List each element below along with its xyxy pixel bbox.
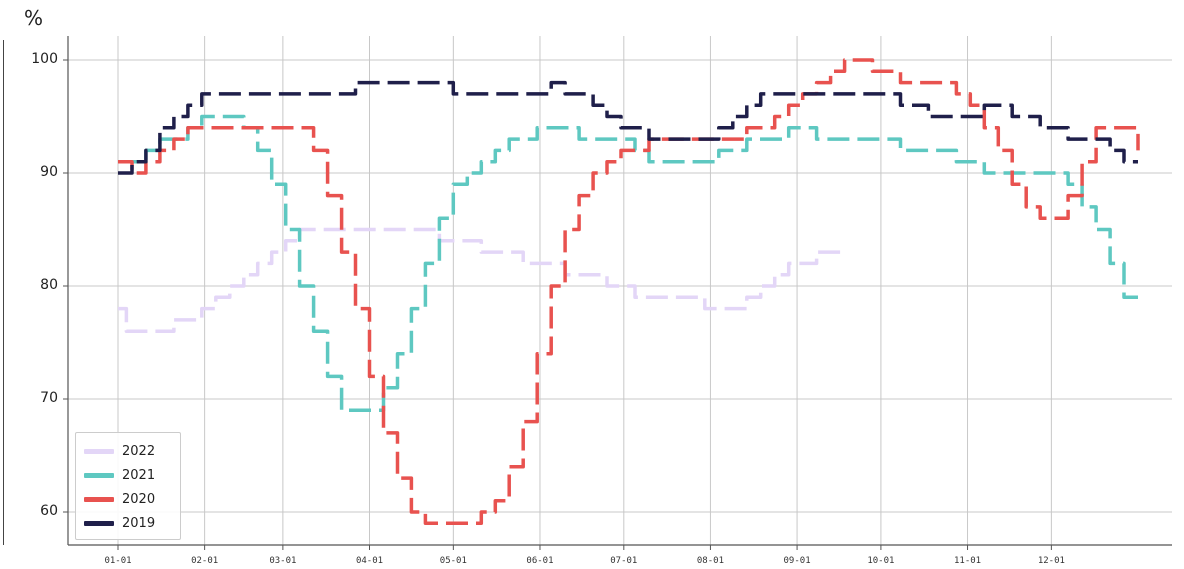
- y-tick-label: 60: [40, 503, 58, 519]
- legend-label: 2021: [122, 467, 156, 483]
- legend-label: 2019: [122, 515, 156, 531]
- x-tick-label: 09-01: [783, 556, 811, 566]
- legend-item-2019: 2019: [84, 511, 172, 535]
- series-line-2021: [118, 114, 1138, 413]
- series-line-2019: [118, 80, 1138, 175]
- legend-swatch: [84, 472, 114, 478]
- x-tick-label: 08-01: [696, 556, 724, 566]
- y-axis-unit-label: %: [24, 6, 44, 30]
- x-tick-label: 06-01: [526, 556, 554, 566]
- x-tick-label: 07-01: [610, 556, 638, 566]
- x-tick-label: 02-01: [191, 556, 219, 566]
- legend-item-2021: 2021: [84, 463, 172, 487]
- x-tick-label: 10-01: [867, 556, 895, 566]
- x-tick-label: 04-01: [355, 556, 384, 566]
- x-tick-label: 03-01: [269, 556, 297, 566]
- legend-item-2020: 2020: [84, 487, 172, 511]
- series-line-2022: [118, 227, 845, 333]
- x-tick-label: 05-01: [439, 556, 467, 566]
- legend-item-2022: 2022: [84, 439, 172, 463]
- y-tick-label: 80: [40, 277, 58, 293]
- left-edge-rule: [3, 40, 4, 545]
- x-tick-label: 12-01: [1037, 556, 1065, 566]
- legend-swatch: [84, 448, 114, 454]
- x-tick-label: 01-01: [104, 556, 132, 566]
- legend: 2022 2021 2020 2019: [75, 432, 181, 540]
- legend-swatch: [84, 496, 114, 502]
- y-tick-label: 90: [40, 164, 58, 180]
- legend-label: 2020: [122, 491, 156, 507]
- legend-label: 2022: [122, 443, 156, 459]
- legend-swatch: [84, 520, 114, 526]
- y-tick-label: 70: [40, 390, 58, 406]
- x-tick-label: 11-01: [953, 556, 982, 566]
- y-tick-label: 100: [31, 51, 58, 67]
